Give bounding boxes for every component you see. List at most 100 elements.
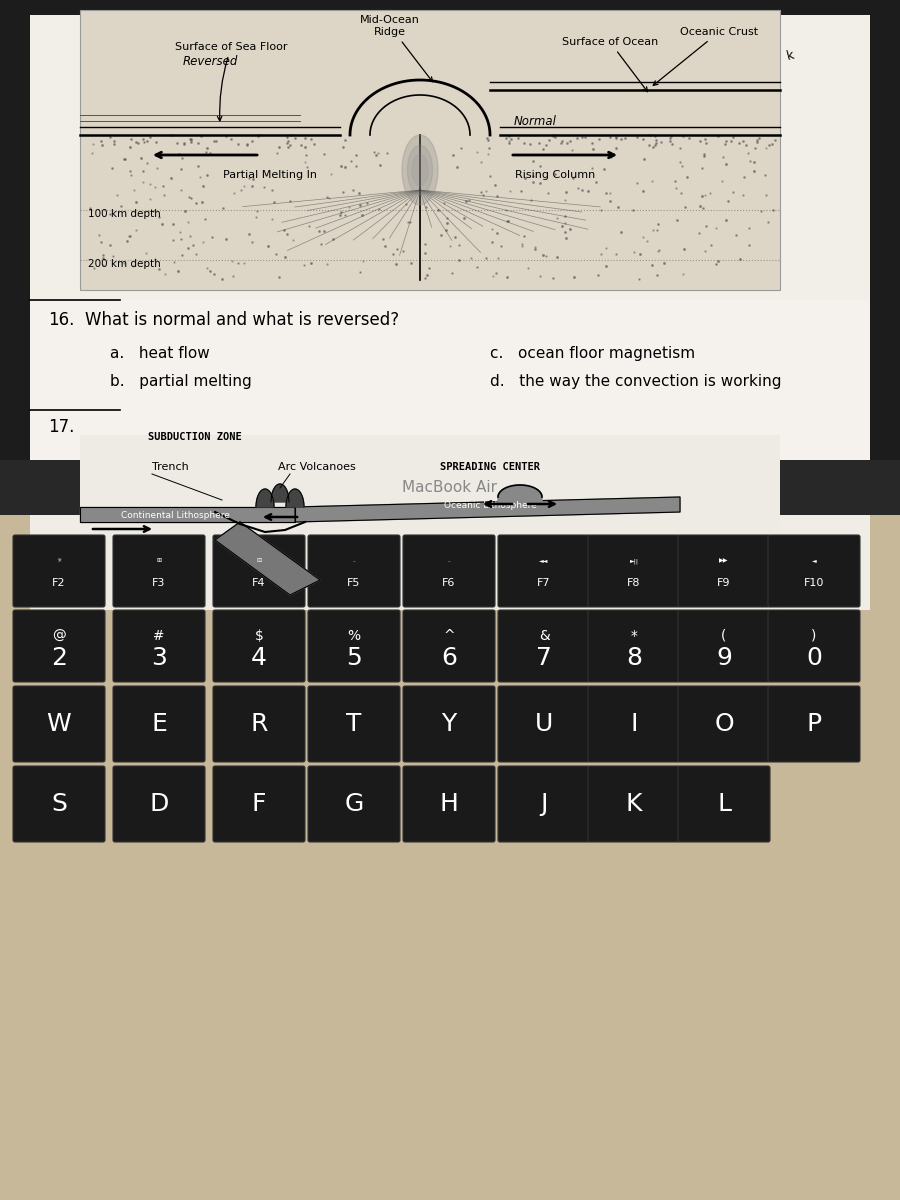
FancyBboxPatch shape — [113, 766, 205, 842]
FancyBboxPatch shape — [498, 610, 590, 682]
FancyBboxPatch shape — [113, 610, 205, 682]
FancyBboxPatch shape — [498, 686, 590, 762]
Polygon shape — [412, 155, 428, 186]
Polygon shape — [271, 484, 289, 502]
Text: 2: 2 — [51, 647, 67, 671]
Text: Reversed: Reversed — [183, 55, 238, 68]
Text: b.   partial melting: b. partial melting — [110, 374, 252, 389]
Text: S: S — [51, 792, 67, 816]
Text: F5: F5 — [347, 578, 361, 588]
Text: 17.: 17. — [48, 418, 75, 436]
FancyBboxPatch shape — [678, 766, 770, 842]
Text: 6: 6 — [441, 647, 457, 671]
FancyBboxPatch shape — [768, 686, 860, 762]
Text: Oceanic Lithosphere: Oceanic Lithosphere — [444, 500, 536, 510]
Text: a.   heat flow: a. heat flow — [110, 346, 210, 361]
FancyBboxPatch shape — [113, 686, 205, 762]
Polygon shape — [498, 485, 542, 512]
Text: W: W — [47, 712, 71, 736]
Text: Partial Melting In: Partial Melting In — [223, 170, 317, 180]
Polygon shape — [256, 490, 274, 506]
FancyBboxPatch shape — [80, 434, 780, 610]
Text: SUBDUCTION ZONE: SUBDUCTION ZONE — [148, 432, 242, 442]
Text: @: @ — [52, 629, 66, 643]
Text: MacBook Air: MacBook Air — [402, 480, 498, 496]
Polygon shape — [408, 145, 433, 194]
Text: H: H — [439, 792, 458, 816]
Text: 8: 8 — [626, 647, 642, 671]
Polygon shape — [215, 522, 320, 595]
Text: F4: F4 — [252, 578, 266, 588]
Text: F3: F3 — [152, 578, 166, 588]
FancyBboxPatch shape — [308, 535, 400, 607]
FancyBboxPatch shape — [768, 610, 860, 682]
Text: ..: .. — [352, 558, 356, 563]
Text: 0: 0 — [806, 647, 822, 671]
FancyBboxPatch shape — [588, 535, 680, 607]
Text: Trench: Trench — [152, 462, 189, 472]
Text: T: T — [346, 712, 362, 736]
FancyBboxPatch shape — [498, 535, 590, 607]
Text: 3: 3 — [151, 647, 166, 671]
Text: &: & — [538, 629, 549, 643]
Text: Oceanic Crust: Oceanic Crust — [653, 26, 758, 85]
Text: 200 km depth: 200 km depth — [88, 259, 161, 269]
Text: $: $ — [255, 629, 264, 643]
FancyBboxPatch shape — [588, 766, 680, 842]
Polygon shape — [402, 136, 438, 205]
Text: ◄: ◄ — [812, 558, 816, 563]
FancyBboxPatch shape — [213, 610, 305, 682]
FancyBboxPatch shape — [13, 610, 105, 682]
FancyBboxPatch shape — [403, 686, 495, 762]
Polygon shape — [286, 490, 304, 506]
FancyBboxPatch shape — [30, 14, 870, 460]
Text: F10: F10 — [804, 578, 824, 588]
FancyBboxPatch shape — [308, 686, 400, 762]
Text: %: % — [347, 629, 361, 643]
Text: 9: 9 — [716, 647, 732, 671]
FancyBboxPatch shape — [308, 766, 400, 842]
Text: d.   the way the convection is working: d. the way the convection is working — [490, 374, 781, 389]
Text: ⊞: ⊞ — [157, 558, 162, 563]
FancyBboxPatch shape — [80, 10, 780, 290]
FancyBboxPatch shape — [403, 610, 495, 682]
Text: Y: Y — [441, 712, 456, 736]
Text: Mid-Ocean
Ridge: Mid-Ocean Ridge — [360, 16, 433, 82]
FancyBboxPatch shape — [308, 610, 400, 682]
Text: ◄◄: ◄◄ — [539, 558, 549, 563]
Text: ►||: ►|| — [629, 558, 638, 564]
FancyBboxPatch shape — [13, 686, 105, 762]
Text: R: R — [250, 712, 267, 736]
FancyBboxPatch shape — [0, 460, 900, 515]
FancyBboxPatch shape — [30, 14, 870, 300]
Text: E: E — [151, 712, 166, 736]
FancyBboxPatch shape — [213, 686, 305, 762]
Polygon shape — [295, 497, 680, 522]
Text: F8: F8 — [627, 578, 641, 588]
Text: Surface of Ocean: Surface of Ocean — [562, 37, 658, 91]
Text: 5: 5 — [346, 647, 362, 671]
FancyBboxPatch shape — [13, 535, 105, 607]
Text: P: P — [806, 712, 822, 736]
FancyBboxPatch shape — [588, 686, 680, 762]
Text: G: G — [345, 792, 364, 816]
FancyBboxPatch shape — [13, 766, 105, 842]
Text: ^: ^ — [443, 629, 454, 643]
Text: (: ( — [722, 629, 726, 643]
Text: Surface of Sea Floor: Surface of Sea Floor — [175, 42, 287, 121]
FancyBboxPatch shape — [498, 766, 590, 842]
FancyBboxPatch shape — [588, 610, 680, 682]
Text: O: O — [715, 712, 733, 736]
Text: U: U — [535, 712, 554, 736]
Text: L: L — [717, 792, 731, 816]
FancyBboxPatch shape — [678, 686, 770, 762]
Text: K: K — [626, 792, 643, 816]
Text: What is normal and what is reversed?: What is normal and what is reversed? — [85, 311, 399, 329]
Text: ▶▶: ▶▶ — [719, 558, 729, 563]
Text: #: # — [153, 629, 165, 643]
Text: J: J — [540, 792, 548, 816]
Text: ): ) — [811, 629, 816, 643]
Text: F7: F7 — [537, 578, 551, 588]
Text: ..: .. — [447, 558, 451, 563]
FancyBboxPatch shape — [30, 14, 870, 610]
